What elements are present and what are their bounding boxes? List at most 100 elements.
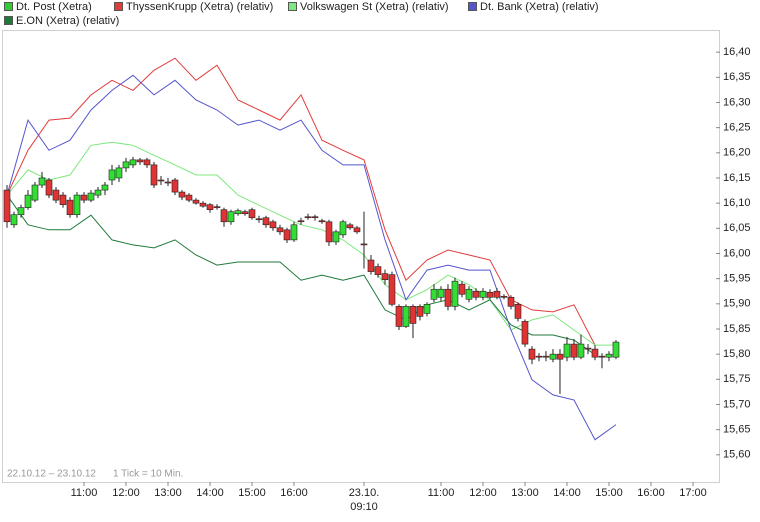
y-tick-label: 16,30 [723,96,751,108]
candle-body [374,266,382,275]
candle-body [451,280,459,307]
legend-label: Dt. Post (Xetra) [16,1,92,13]
candle-body [409,306,417,324]
candle-body [38,177,46,186]
candle-body [437,288,445,298]
candle-body [612,341,620,358]
candle-body [472,290,480,298]
y-tick-label: 15,60 [723,449,751,461]
candle-body [577,343,585,358]
candle-body [94,189,102,196]
legend-swatch [468,2,477,11]
candle-body [500,295,508,298]
y-tick-label: 15,80 [723,348,751,360]
candle-body [325,221,333,243]
x-tick-label: 16:00 [280,487,308,499]
candle-body [220,209,228,223]
candle-body [542,355,550,358]
candle-body [199,202,207,207]
x-tick-label: 13:00 [154,487,182,499]
y-tick-label: 16,10 [723,197,751,209]
candle-body [143,159,151,166]
candle-body [570,343,578,358]
candle-body [458,283,466,295]
candle-body [206,204,214,210]
candle-body [178,191,186,198]
candle-body [430,288,438,300]
plot-frame [2,30,720,483]
candle-body [276,227,284,233]
candle-body [241,211,249,215]
legend-label: Dt. Bank (Xetra) (relativ) [480,1,599,13]
x-tick-label: 23.10. [349,487,380,499]
candle-body [115,167,123,179]
y-tick-label: 16,20 [723,147,751,159]
line-series [6,194,596,356]
candle-body [45,179,53,196]
candle-body [24,194,32,208]
candle-body [283,229,291,241]
candle-body [150,164,158,186]
candle-body [563,343,571,358]
candle-body [255,218,263,221]
candle-body [514,304,522,319]
line-series [6,57,596,346]
legend-swatch [4,2,13,11]
candle-body [59,194,67,205]
candle-body [66,199,74,216]
candle-body [381,273,389,280]
y-tick-label: 15,85 [723,323,751,335]
x-tick-label: 12:00 [469,487,497,499]
y-tick-label: 15,65 [723,424,751,436]
x-tick-label: 17:00 [679,487,707,499]
candle-body [318,220,326,223]
candle-body [346,224,354,229]
candle-body [507,296,515,307]
candle-body [311,216,319,219]
legend-swatch [114,2,123,11]
candle-body [164,181,172,184]
y-tick-label: 16,05 [723,222,751,234]
x-tick-label: 13:00 [511,487,539,499]
candle-body [185,194,193,201]
candle-body [528,348,536,360]
x-tick-label: 12:00 [112,487,140,499]
x-tick-label: 16:00 [637,487,665,499]
candle-body [129,159,137,166]
line-series [6,74,617,441]
candle-body [367,259,375,272]
candle-body [395,306,403,327]
candle-body [549,353,557,360]
y-tick-label: 15,90 [723,298,751,310]
y-tick-label: 15,70 [723,398,751,410]
candle-body [416,306,424,317]
candle-body [31,184,39,201]
x-tick-sublabel: 09:10 [350,501,378,513]
line-series [6,141,616,346]
candle-body [493,290,501,298]
x-tick-label: 14:00 [553,487,581,499]
candle-body [584,347,592,350]
candle-body [227,211,235,223]
candle-body [465,288,473,300]
x-tick-label: 15:00 [595,487,623,499]
legend-swatch [288,2,297,11]
candle-body [10,214,18,226]
candle-body [535,355,543,358]
y-tick-label: 16,40 [723,46,751,58]
candle-body [73,194,81,216]
y-tick-label: 15,75 [723,373,751,385]
candle-body [332,231,340,243]
y-tick-label: 15,95 [723,273,751,285]
candle-body [213,206,221,208]
candle-body [101,184,109,191]
x-tick-label: 11:00 [71,487,98,499]
candle-body [339,221,347,236]
candle-body [423,304,431,314]
x-tick-label: 11:00 [428,487,455,499]
candle-body [290,224,298,241]
y-tick-label: 16,25 [723,122,751,134]
candle-body [80,194,88,201]
candle-body [3,189,11,223]
